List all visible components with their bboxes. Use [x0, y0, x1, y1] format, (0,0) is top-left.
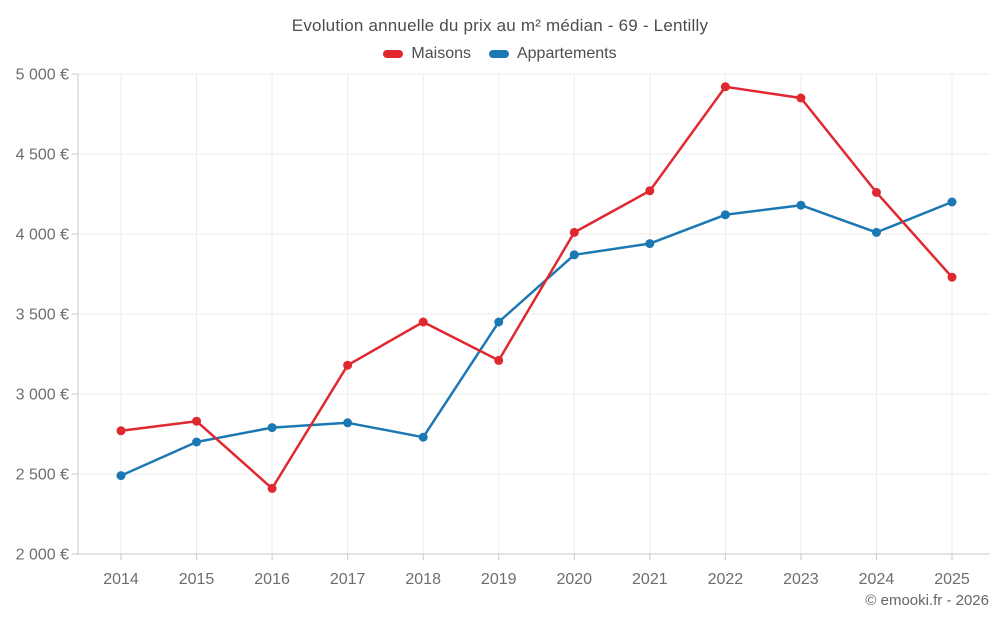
y-axis-label-5000: 5 000 € [16, 67, 69, 84]
y-axis-label-4500: 4 500 € [16, 147, 69, 164]
legend-swatch-appartements-icon [488, 50, 509, 58]
x-axis-label-2024: 2024 [859, 571, 895, 588]
x-axis-label-2018: 2018 [405, 571, 441, 588]
x-axis-label-2017: 2017 [330, 571, 366, 588]
series-line-maisons [119, 85, 954, 490]
legend-item-maisons[interactable]: Maisons [383, 45, 471, 63]
legend-label-appartements: Appartements [516, 45, 617, 62]
data-point-appartements-2016[interactable] [267, 423, 277, 433]
legend-label-maisons: Maisons [411, 45, 471, 62]
data-point-maisons-2024[interactable] [871, 187, 881, 197]
x-axis-label-2021: 2021 [632, 571, 668, 588]
data-point-maisons-2022[interactable] [720, 82, 730, 92]
legend-swatch-maisons-icon [383, 50, 404, 58]
data-point-maisons-2014[interactable] [116, 426, 126, 436]
x-axis-label-2025: 2025 [934, 571, 970, 588]
x-axis-label-2016: 2016 [254, 571, 290, 588]
x-axis-label-2022: 2022 [708, 571, 744, 588]
data-point-maisons-2023[interactable] [796, 93, 806, 103]
data-point-appartements-2020[interactable] [569, 250, 579, 260]
data-point-appartements-2024[interactable] [871, 227, 881, 237]
data-point-appartements-2022[interactable] [720, 210, 730, 220]
data-point-maisons-2025[interactable] [947, 272, 957, 282]
data-point-appartements-2017[interactable] [343, 418, 353, 428]
x-axis-label-2020: 2020 [556, 571, 592, 588]
x-axis-label-2019: 2019 [481, 571, 517, 588]
data-point-appartements-2021[interactable] [645, 239, 655, 249]
y-axis-label-3500: 3 500 € [16, 307, 69, 324]
y-axis-label-2500: 2 500 € [16, 467, 69, 484]
data-point-maisons-2018[interactable] [418, 317, 428, 327]
y-axis-label-4000: 4 000 € [16, 227, 69, 244]
x-axis-label-2014: 2014 [103, 571, 139, 588]
data-point-appartements-2025[interactable] [947, 197, 957, 207]
series-line-appartements [119, 200, 954, 477]
y-axis-label-3000: 3 000 € [16, 387, 69, 404]
data-point-maisons-2015[interactable] [192, 416, 202, 426]
data-point-appartements-2023[interactable] [796, 200, 806, 210]
data-point-appartements-2018[interactable] [418, 432, 428, 442]
data-point-maisons-2020[interactable] [569, 227, 579, 237]
legend-item-appartements[interactable]: Appartements [488, 45, 617, 63]
chart-legend: Maisons Appartements [0, 45, 1000, 63]
data-point-maisons-2017[interactable] [343, 360, 353, 370]
data-point-maisons-2021[interactable] [645, 186, 655, 196]
chart-title: Evolution annuelle du prix au m² médian … [291, 16, 709, 35]
data-point-maisons-2019[interactable] [494, 355, 504, 365]
x-axis-label-2015: 2015 [179, 571, 215, 588]
data-point-appartements-2019[interactable] [494, 317, 504, 327]
y-axis-label-2000: 2 000 € [16, 547, 69, 564]
data-point-maisons-2016[interactable] [267, 483, 277, 493]
copyright-credit: © emooki.fr - 2026 [865, 592, 989, 609]
data-point-appartements-2014[interactable] [116, 471, 126, 481]
data-point-appartements-2015[interactable] [192, 437, 202, 447]
x-axis-label-2023: 2023 [783, 571, 819, 588]
